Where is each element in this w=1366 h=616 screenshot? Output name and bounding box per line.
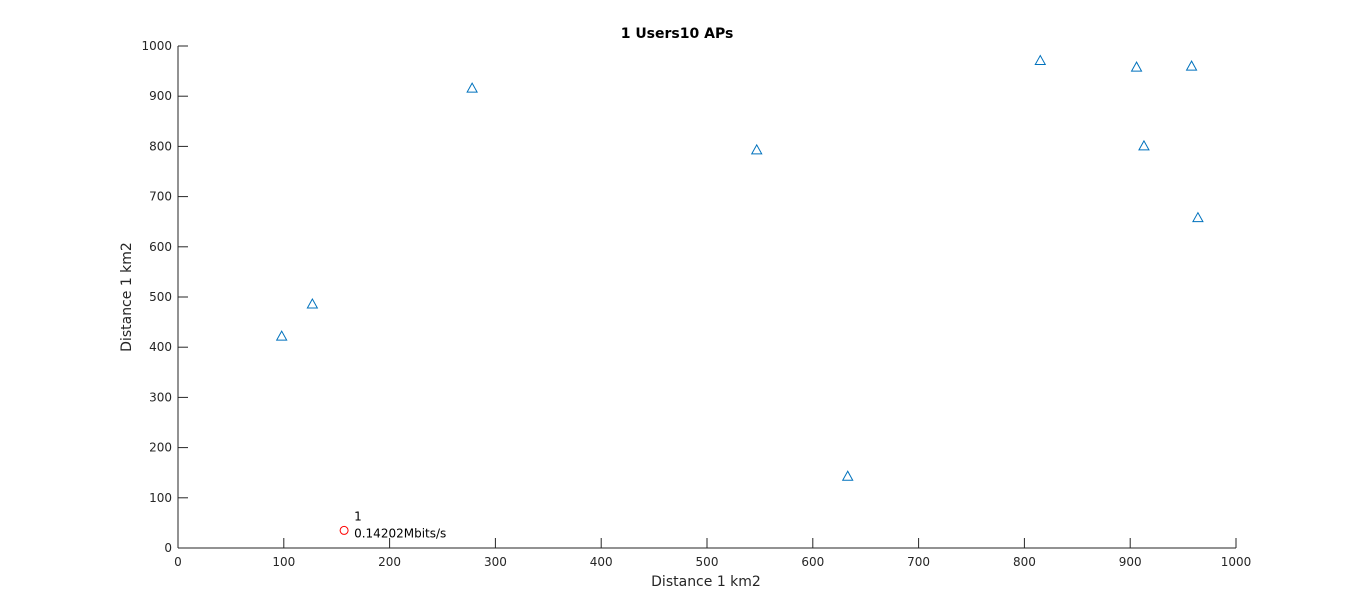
annotation-text: 0.14202Mbits/s (354, 526, 446, 540)
x-tick-label: 300 (484, 555, 507, 569)
y-tick-label: 800 (149, 139, 172, 153)
ap-triangle-marker (750, 143, 763, 155)
y-tick-label: 600 (149, 240, 172, 254)
x-tick-label: 800 (1013, 555, 1036, 569)
x-axis-label: Distance 1 km2 (651, 574, 761, 590)
user-circle-marker (339, 525, 349, 535)
y-tick-label: 300 (149, 390, 172, 404)
ap-triangle-marker (306, 297, 319, 309)
ap-triangle-marker (466, 82, 478, 93)
ap-triangle-marker (1130, 61, 1143, 72)
y-tick-label: 400 (149, 340, 172, 354)
annotations: 1 0.14202Mbits/s (354, 509, 446, 540)
ap-triangle-marker (1192, 211, 1204, 223)
x-tick-label: 200 (378, 555, 401, 569)
x-tick-label: 900 (1119, 555, 1142, 569)
y-tick-label: 1000 (141, 39, 172, 53)
y-tick-label: 500 (149, 290, 172, 304)
chart-title: 1 Users10 APs (621, 26, 734, 42)
ap-triangle-marker (841, 470, 854, 481)
y-tick-label: 0 (164, 541, 172, 555)
ap-triangle-marker (1138, 139, 1150, 151)
x-tick-label: 500 (696, 555, 719, 569)
ap-triangle-marker (275, 330, 288, 341)
x-tick-label: 700 (907, 555, 930, 569)
y-tick-label: 100 (149, 491, 172, 505)
ap-triangle-marker (1034, 54, 1047, 66)
x-tick-label: 100 (272, 555, 295, 569)
y-tick-label: 700 (149, 190, 172, 204)
data-marks (275, 54, 1204, 535)
y-tick-label: 900 (149, 89, 172, 103)
x-tick-label: 0 (174, 555, 182, 569)
y-axis-label: Distance 1 km2 (119, 242, 135, 352)
y-tick-label: 200 (149, 441, 172, 455)
ap-triangle-marker (1185, 60, 1198, 71)
x-tick-label: 1000 (1221, 555, 1252, 569)
annotation-text: 1 (354, 509, 362, 523)
x-tick-label: 600 (801, 555, 824, 569)
axes: 0 100 200 300 400 500 600 700 800 900 1000 0 100 200 3… (141, 39, 1251, 569)
x-tick-label: 400 (590, 555, 613, 569)
